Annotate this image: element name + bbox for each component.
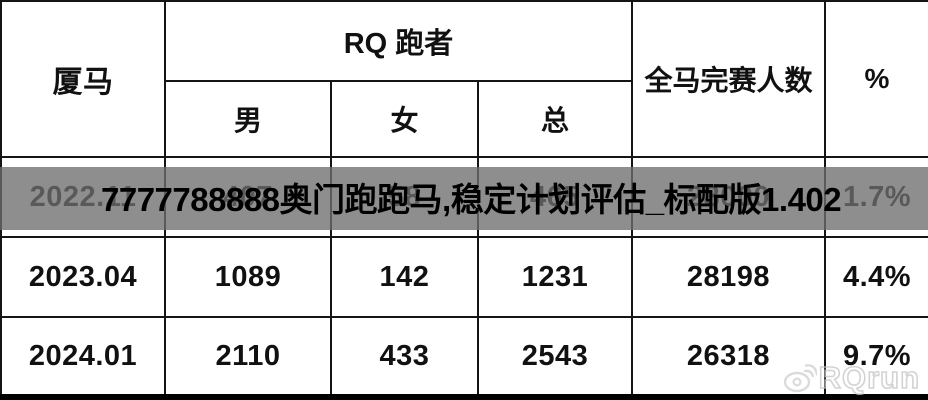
cell-finishers: 28198	[631, 236, 826, 318]
cell-finishers: 26318	[631, 316, 826, 398]
cell-male: 1089	[164, 236, 332, 318]
table-row-2024-01: 2024.01 2110 433 2543 26318 9.7%	[0, 316, 928, 398]
cell-female: 142	[330, 236, 479, 318]
col-header-female: 女	[330, 80, 479, 158]
col-header-percent: %	[824, 0, 928, 158]
gray-banner-overlay: 7777788888奥门跑跑马,稳定计划评估_标配版1.402	[0, 167, 928, 230]
table-row-2023-04: 2023.04 1089 142 1231 28198 4.4%	[0, 236, 928, 318]
overlay-spam-text: 7777788888奥门跑跑马,稳定计划评估_标配版1.402	[101, 180, 842, 218]
col-header-male: 男	[164, 80, 332, 158]
col-header-finishers: 全马完赛人数	[631, 0, 826, 158]
col-group-header-rq-runners: RQ 跑者	[164, 0, 633, 82]
cell-female: 433	[330, 316, 479, 398]
col-header-total: 总	[477, 80, 633, 158]
col-header-race: 厦马	[0, 0, 166, 158]
cell-date: 2024.01	[0, 316, 166, 398]
cell-total: 2543	[477, 316, 633, 398]
cell-percent: 9.7%	[824, 316, 928, 398]
cell-date: 2023.04	[0, 236, 166, 318]
cell-percent: 4.4%	[824, 236, 928, 318]
cell-male: 2110	[164, 316, 332, 398]
cell-total: 1231	[477, 236, 633, 318]
